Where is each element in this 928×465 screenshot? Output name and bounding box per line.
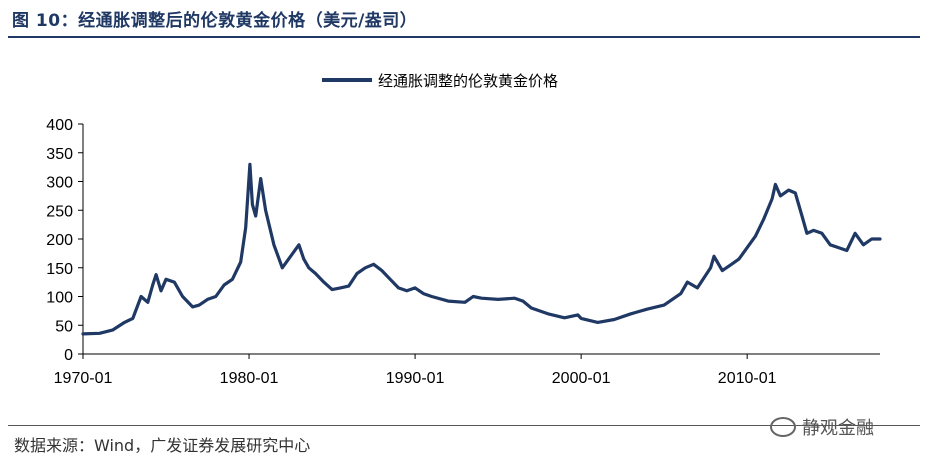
chart-axes: 0 50 100 150 200 250 300 350 400 1970-01 1980-01 19…: [46, 117, 880, 387]
title-divider: [8, 36, 920, 38]
data-source-note: 数据来源：Wind，广发证券发展研究中心: [14, 436, 311, 455]
gold-price-line-chart: 0 50 100 150 200 250 300 350 400 1970-01 1980-01 19…: [46, 72, 882, 387]
y-tick-label: 0: [64, 347, 73, 364]
y-tick-label: 200: [46, 232, 73, 249]
chart-plot-area: [81, 162, 882, 336]
wechat-logo-icon: [770, 417, 796, 437]
y-tick-label: 100: [46, 290, 73, 307]
y-tick-label: 300: [46, 175, 73, 192]
x-tick-label: 1970-01: [54, 370, 113, 387]
source-divider: [8, 425, 920, 426]
series-line-0: [81, 162, 882, 336]
y-tick-label: 400: [46, 117, 73, 134]
figure-title: 图 10：经通胀调整后的伦敦黄金价格（美元/盎司）: [12, 11, 418, 31]
y-tick-label: 50: [55, 318, 73, 335]
y-tick-label: 250: [46, 203, 73, 220]
chart-legend: 经通胀调整的伦敦黄金价格: [322, 72, 558, 90]
x-tick-label: 1990-01: [386, 370, 445, 387]
x-tick-label: 1980-01: [220, 370, 279, 387]
legend-label-0: 经通胀调整的伦敦黄金价格: [378, 72, 558, 90]
watermark-text: 静观金融: [802, 418, 874, 439]
x-tick-label: 2010-01: [718, 370, 777, 387]
y-tick-label: 350: [46, 146, 73, 163]
wechat-watermark: 静观金融: [770, 414, 874, 440]
x-tick-label: 2000-01: [552, 370, 611, 387]
y-tick-label: 150: [46, 261, 73, 278]
